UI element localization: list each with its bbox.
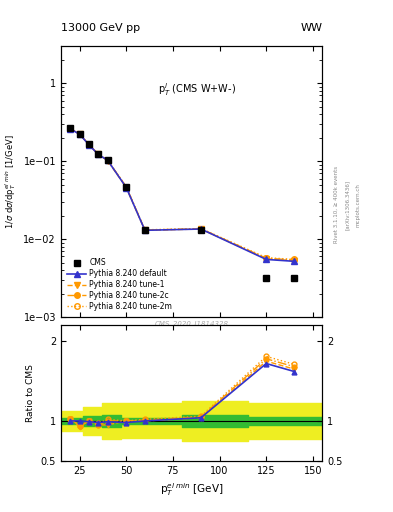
Line: Pythia 8.240 tune-2c: Pythia 8.240 tune-2c	[68, 126, 297, 263]
CMS	[143, 227, 147, 233]
Pythia 8.240 tune-2c	[292, 257, 297, 263]
CMS	[86, 141, 91, 147]
Pythia 8.240 default	[105, 157, 110, 163]
Pythia 8.240 tune-2m	[86, 141, 91, 147]
CMS	[292, 274, 297, 281]
Y-axis label: 1/$\sigma$ d$\sigma$/dp$_T^{el\ min}$ [1/GeV]: 1/$\sigma$ d$\sigma$/dp$_T^{el\ min}$ [1…	[3, 134, 18, 229]
X-axis label: p$_T^{el\ min}$ [GeV]: p$_T^{el\ min}$ [GeV]	[160, 481, 223, 498]
Pythia 8.240 tune-2m	[292, 257, 297, 263]
CMS	[68, 125, 73, 131]
Pythia 8.240 tune-1	[86, 142, 91, 148]
Text: 13000 GeV pp: 13000 GeV pp	[61, 23, 140, 33]
Pythia 8.240 tune-2m	[143, 227, 147, 233]
Pythia 8.240 tune-1	[292, 258, 297, 264]
Line: Pythia 8.240 tune-1: Pythia 8.240 tune-1	[68, 126, 297, 264]
Pythia 8.240 tune-2c	[124, 184, 129, 190]
Pythia 8.240 default	[198, 226, 203, 232]
Pythia 8.240 tune-2m	[68, 125, 73, 132]
Pythia 8.240 tune-1	[105, 158, 110, 164]
Pythia 8.240 tune-1	[198, 226, 203, 232]
Pythia 8.240 tune-2m	[264, 254, 269, 261]
CMS	[96, 151, 101, 157]
Pythia 8.240 tune-2c	[86, 141, 91, 147]
Pythia 8.240 tune-1	[143, 227, 147, 233]
Pythia 8.240 tune-1	[77, 131, 82, 137]
Text: mcplots.cern.ch: mcplots.cern.ch	[355, 183, 360, 227]
Text: [arXiv:1306.3436]: [arXiv:1306.3436]	[345, 180, 350, 230]
Pythia 8.240 default	[143, 227, 147, 233]
Pythia 8.240 tune-2c	[96, 151, 101, 157]
CMS	[198, 227, 203, 233]
Pythia 8.240 tune-2m	[96, 151, 101, 157]
Pythia 8.240 tune-2m	[198, 225, 203, 231]
Pythia 8.240 tune-2c	[264, 255, 269, 261]
Pythia 8.240 default	[68, 126, 73, 132]
Y-axis label: Ratio to CMS: Ratio to CMS	[26, 364, 35, 422]
Pythia 8.240 default	[86, 142, 91, 148]
Line: Pythia 8.240 default: Pythia 8.240 default	[68, 126, 297, 264]
Text: Rivet 3.1.10, ≥ 400k events: Rivet 3.1.10, ≥ 400k events	[334, 166, 338, 243]
Pythia 8.240 tune-2m	[124, 184, 129, 190]
CMS	[264, 274, 269, 281]
Pythia 8.240 tune-2c	[77, 131, 82, 137]
Line: CMS: CMS	[67, 125, 298, 281]
Pythia 8.240 tune-2c	[68, 125, 73, 132]
Pythia 8.240 tune-2c	[105, 157, 110, 163]
Pythia 8.240 tune-2m	[77, 131, 82, 137]
CMS	[124, 184, 129, 190]
Text: WW: WW	[300, 23, 322, 33]
CMS	[77, 131, 82, 137]
Pythia 8.240 tune-1	[96, 152, 101, 158]
Pythia 8.240 default	[96, 152, 101, 158]
CMS	[105, 157, 110, 163]
Pythia 8.240 tune-1	[124, 184, 129, 190]
Pythia 8.240 default	[292, 258, 297, 264]
Text: p$_T^l$ (CMS W+W-): p$_T^l$ (CMS W+W-)	[158, 81, 236, 98]
Pythia 8.240 tune-2c	[198, 226, 203, 232]
Pythia 8.240 default	[77, 131, 82, 137]
Pythia 8.240 default	[124, 184, 129, 190]
Pythia 8.240 tune-2c	[143, 227, 147, 233]
Text: CMS_2020_I1814328: CMS_2020_I1814328	[154, 320, 229, 327]
Pythia 8.240 default	[264, 257, 269, 263]
Legend: CMS, Pythia 8.240 default, Pythia 8.240 tune-1, Pythia 8.240 tune-2c, Pythia 8.2: CMS, Pythia 8.240 default, Pythia 8.240 …	[65, 256, 174, 313]
Line: Pythia 8.240 tune-2m: Pythia 8.240 tune-2m	[68, 125, 297, 262]
Pythia 8.240 tune-1	[264, 255, 269, 262]
Pythia 8.240 tune-2m	[105, 157, 110, 163]
Pythia 8.240 tune-1	[68, 125, 73, 132]
